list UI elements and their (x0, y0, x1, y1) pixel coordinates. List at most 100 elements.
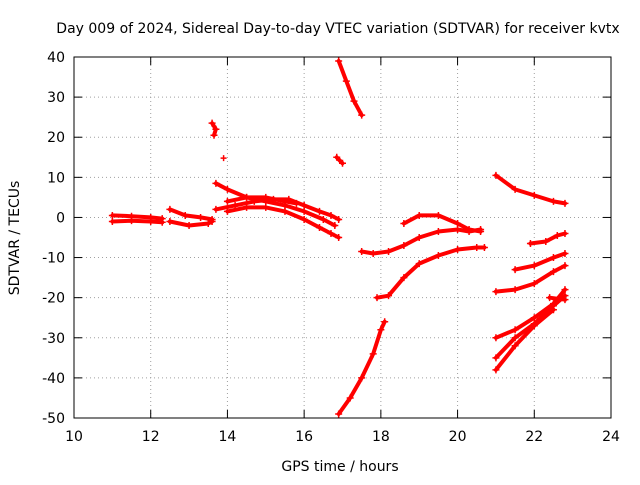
data-point (212, 125, 220, 133)
data-point (561, 229, 569, 237)
frame-layer (73, 56, 612, 419)
data-series-arc-13 (358, 225, 485, 258)
data-point (546, 294, 554, 302)
data-series-arc-09 (208, 119, 220, 139)
data-point (530, 314, 538, 322)
series-line (513, 251, 567, 272)
x-tick-label: 16 (295, 429, 313, 445)
data-point (369, 350, 377, 358)
data-series-arc-12 (335, 318, 389, 418)
data-point (465, 225, 473, 233)
data-series-arc-19 (492, 262, 569, 296)
data-point (561, 292, 569, 300)
data-point (434, 227, 442, 235)
data-point (262, 193, 270, 201)
data-point (166, 217, 174, 225)
data-point (212, 179, 220, 187)
data-point (300, 207, 308, 215)
data-point (231, 201, 239, 209)
data-point (327, 229, 335, 237)
series-line (167, 219, 215, 228)
data-point (220, 155, 227, 162)
data-point (480, 244, 488, 252)
data-series-arc-07 (223, 203, 343, 241)
data-point (492, 171, 500, 179)
y-axis-label: SDTVAR / TECUs (7, 181, 23, 296)
data-point (204, 219, 212, 227)
grid-layer (74, 57, 611, 418)
data-point (511, 342, 519, 350)
data-point (377, 326, 385, 334)
data-point (292, 199, 300, 207)
data-point (166, 205, 174, 213)
data-point (335, 234, 343, 241)
data-point (511, 334, 519, 342)
data-point (108, 217, 116, 225)
data-point (208, 119, 216, 127)
data-point (561, 199, 569, 207)
data-point (300, 201, 308, 209)
data-point (350, 97, 358, 105)
data-series-arc-23 (492, 306, 557, 374)
data-point (561, 262, 569, 270)
data-point (358, 111, 366, 119)
series-line (493, 263, 567, 294)
data-point (243, 203, 251, 211)
data-point (553, 231, 561, 239)
data-series-arc-17 (526, 229, 569, 248)
y-tick-label: -10 (42, 251, 65, 267)
tick-layer: 10 12 14 16 18 20 22 24 -50 -40 -30 -20 -10 0 10 20 30 40 (42, 50, 620, 445)
data-point (335, 410, 343, 418)
data-point (373, 294, 381, 302)
data-point (158, 218, 166, 226)
data-point (358, 248, 366, 256)
data-point (549, 197, 557, 205)
data-point (473, 244, 481, 252)
data-point (454, 219, 462, 227)
data-series-arc-11 (333, 153, 346, 167)
data-point (492, 354, 500, 362)
y-tick-label: 30 (47, 90, 65, 106)
data-point (561, 286, 569, 294)
y-tick-label: 0 (56, 210, 65, 226)
data-point (415, 234, 423, 241)
chart-title: Day 009 of 2024, Sidereal Day-to-day VTE… (56, 21, 619, 37)
x-tick-label: 22 (525, 429, 543, 445)
data-point (243, 193, 251, 201)
data-point (342, 77, 350, 85)
data-point (335, 215, 343, 223)
data-point (561, 250, 569, 258)
data-point (526, 240, 534, 248)
series-line (336, 59, 364, 118)
data-series-arc-10 (335, 57, 366, 119)
series-line (528, 231, 567, 246)
data-point (385, 292, 393, 300)
y-tick-label: -40 (42, 371, 65, 387)
data-point (223, 207, 231, 215)
data-point (300, 215, 308, 223)
data-point (511, 266, 519, 274)
series-line (493, 173, 567, 206)
data-point (335, 57, 343, 65)
data-point (223, 197, 231, 205)
data-point (434, 211, 442, 219)
data-point (381, 318, 389, 326)
data-point (197, 213, 205, 221)
data-point (281, 197, 289, 205)
data-series-arc-21 (492, 286, 569, 342)
data-point (400, 274, 408, 282)
data-series-arc-02 (108, 217, 166, 226)
data-point (492, 288, 500, 296)
y-tick-label: 10 (47, 170, 65, 186)
y-tick-label: -20 (42, 291, 65, 307)
data-point (400, 242, 408, 250)
data-point (369, 250, 377, 258)
data-point (511, 286, 519, 294)
data-point (339, 159, 346, 167)
data-point (223, 185, 231, 193)
data-point (434, 252, 442, 260)
data-series-arc-18 (511, 250, 569, 274)
data-point (319, 215, 327, 223)
data-point (315, 223, 323, 231)
data-point (511, 326, 519, 334)
